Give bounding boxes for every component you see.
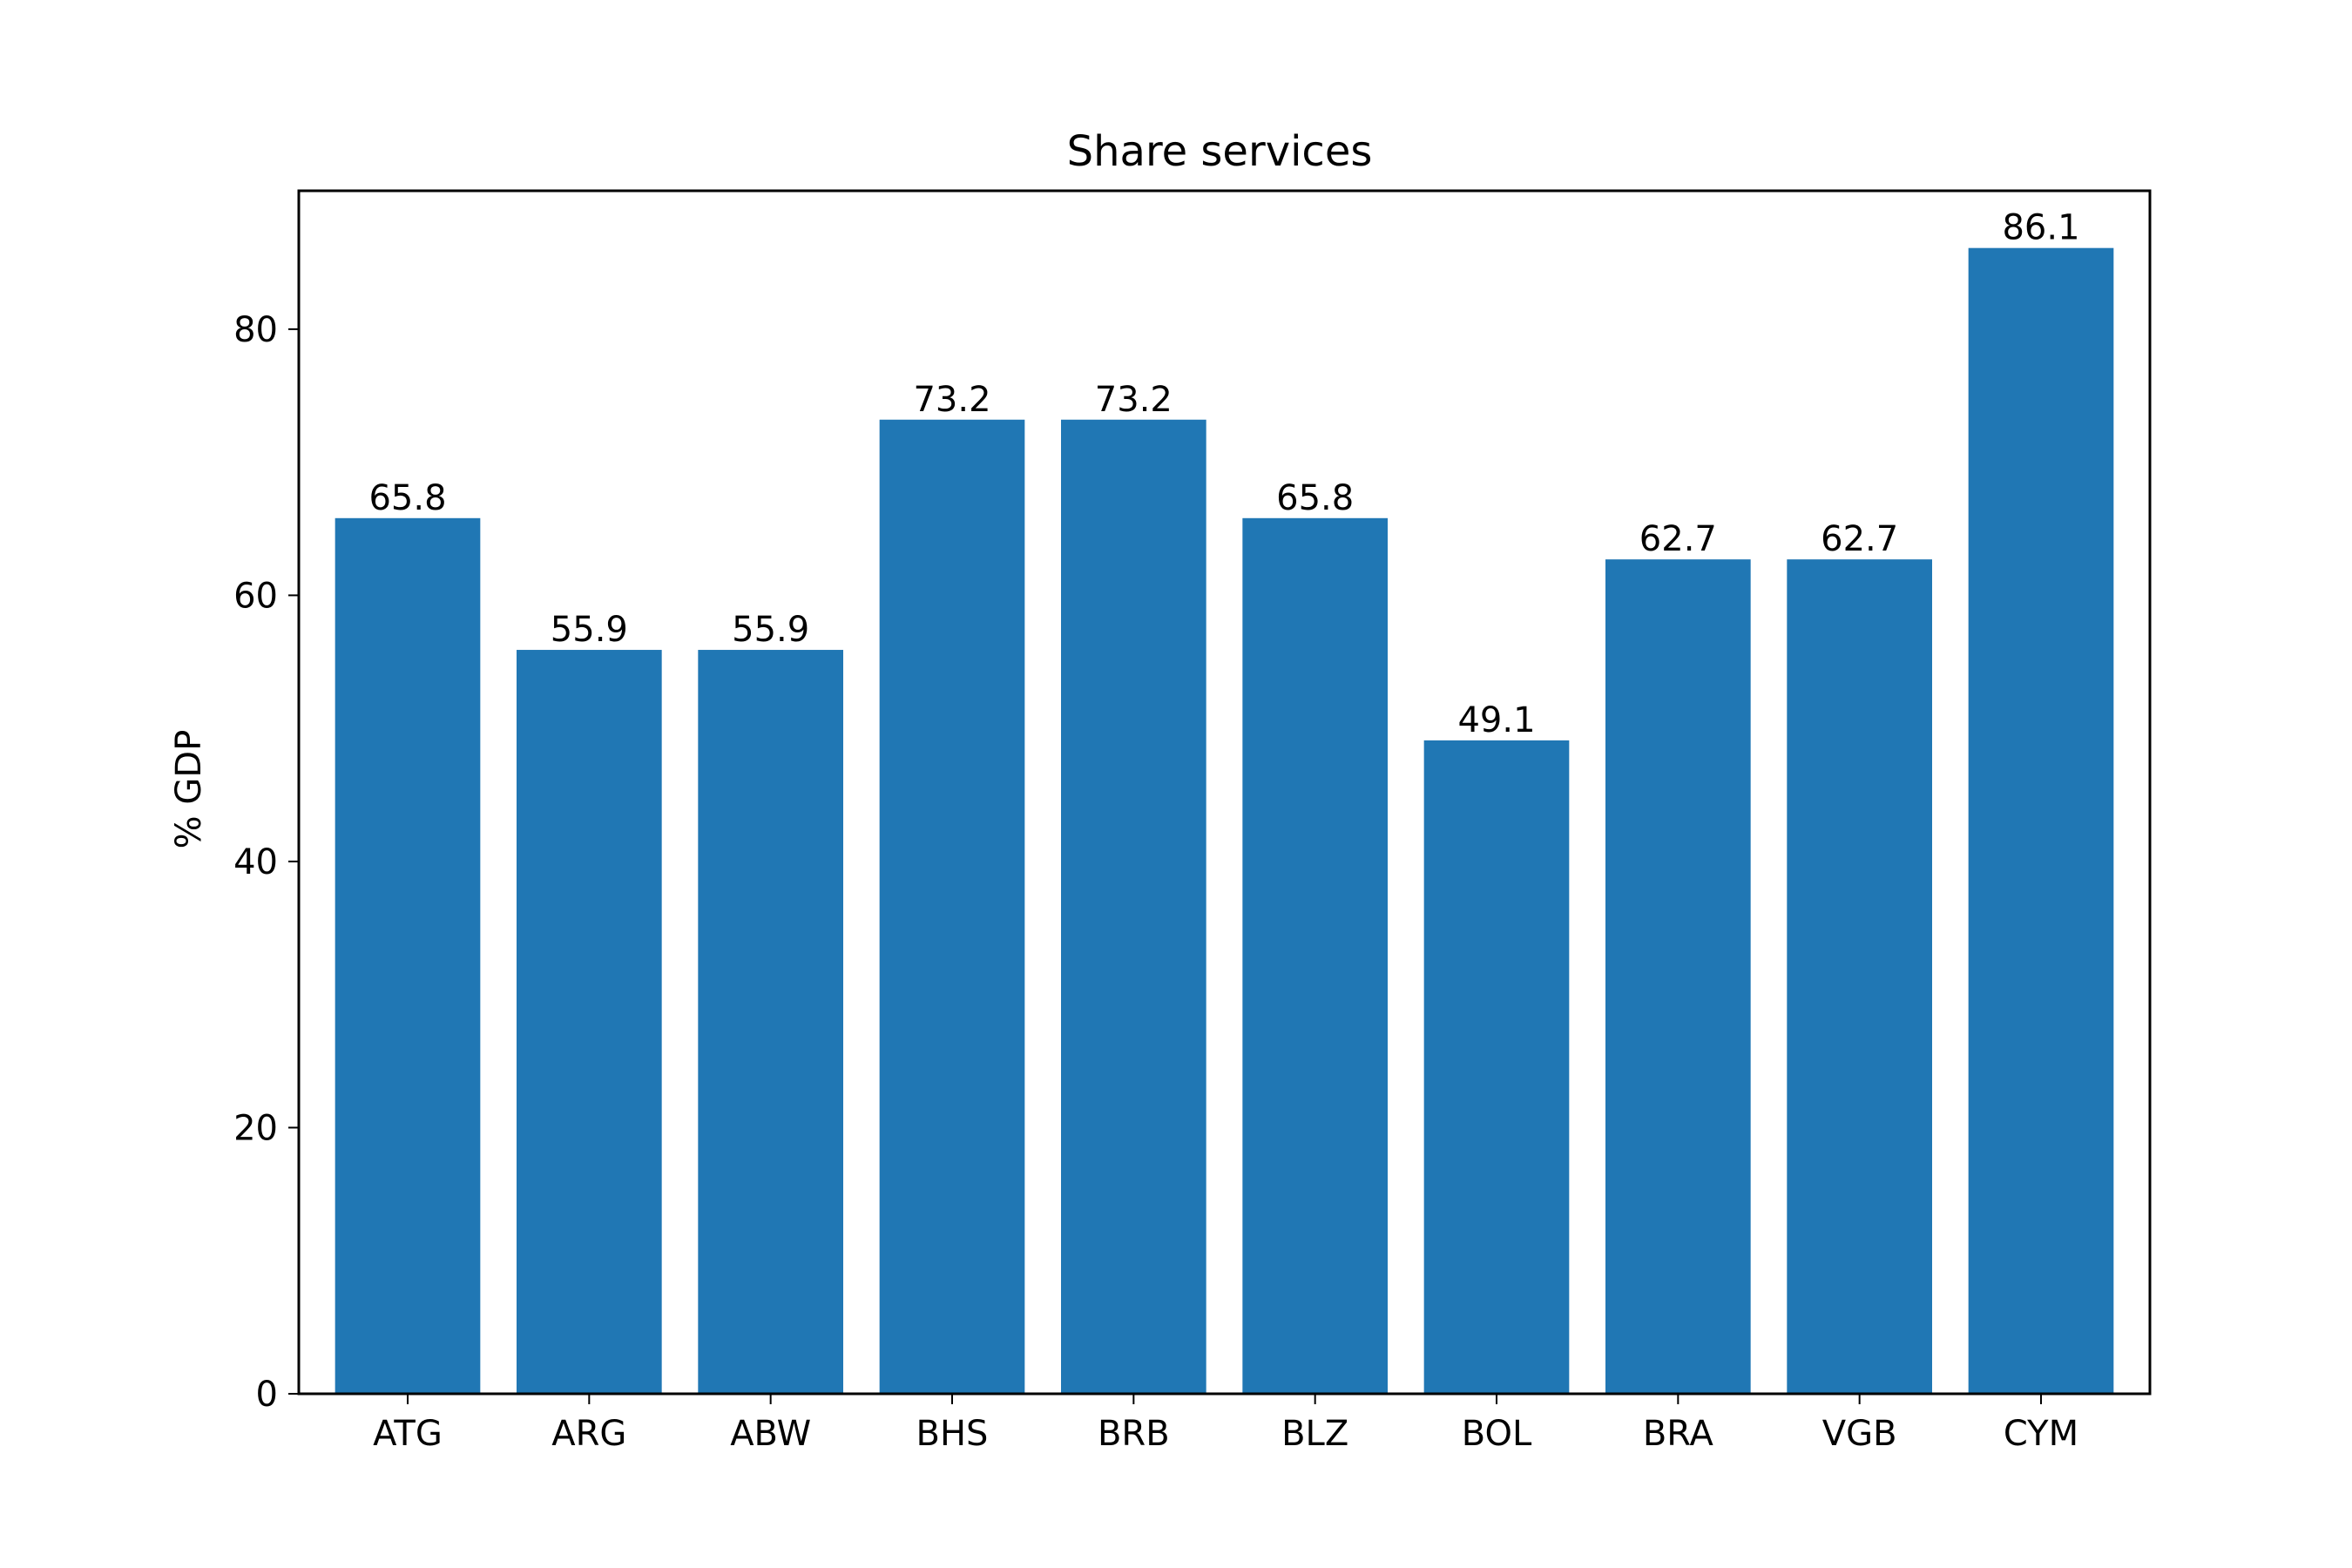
bar-labels-group: 65.8 55.9 55.9 73.2 73.2 65.8 49.1 62.7 62.7 86.1 (368, 208, 2079, 740)
bar-value-label-abw: 55.9 (732, 610, 809, 650)
bar-value-label-arg: 55.9 (551, 610, 628, 650)
x-tick-label-vgb: VGB (1822, 1414, 1897, 1454)
bars-group (335, 247, 2114, 1395)
bar-blz (1242, 517, 1388, 1394)
x-tick-label-brb: BRB (1098, 1414, 1170, 1454)
y-axis-ticks: 0 20 40 60 80 (233, 310, 299, 1415)
bar-value-label-bra: 62.7 (1639, 519, 1717, 559)
bar-bhs (879, 419, 1025, 1395)
x-tick-label-blz: BLZ (1281, 1414, 1348, 1454)
x-tick-label-atg: ATG (373, 1414, 443, 1454)
x-tick-label-bol: BOL (1462, 1414, 1532, 1454)
bar-arg (517, 650, 662, 1394)
y-tick-label-80: 80 (233, 310, 278, 350)
x-tick-label-arg: ARG (551, 1414, 626, 1454)
bar-value-label-cym: 86.1 (2002, 208, 2079, 248)
y-tick-label-20: 20 (233, 1108, 278, 1148)
bar-vgb (1787, 559, 1932, 1394)
bar-value-label-brb: 73.2 (1095, 380, 1173, 420)
bar-value-label-bhs: 73.2 (913, 380, 990, 420)
bar-cym (1968, 247, 2114, 1394)
bar-atg (335, 517, 481, 1394)
bar-bra (1605, 559, 1751, 1394)
x-tick-label-bhs: BHS (916, 1414, 989, 1454)
x-tick-label-cym: CYM (2004, 1414, 2078, 1454)
bar-bol (1423, 740, 1570, 1394)
plot-frame (297, 189, 2152, 1396)
y-tick-label-40: 40 (233, 842, 278, 882)
x-tick-label-bra: BRA (1643, 1414, 1714, 1454)
chart-title: Share services (1067, 127, 1373, 176)
bar-value-label-bol: 49.1 (1457, 700, 1535, 740)
x-axis-ticks: ATG ARG ABW BHS BRB BLZ BOL BRA VGB CYM (373, 1394, 2078, 1454)
y-tick-label-0: 0 (256, 1375, 278, 1415)
y-axis-label: % GDP (169, 730, 209, 849)
bar-brb (1061, 419, 1206, 1395)
bar-value-label-atg: 65.8 (368, 478, 446, 518)
bar-value-label-blz: 65.8 (1276, 478, 1354, 518)
y-tick-label-60: 60 (233, 576, 278, 616)
bar-value-label-vgb: 62.7 (1821, 519, 1898, 559)
x-tick-label-abw: ABW (730, 1414, 811, 1454)
bar-abw (698, 650, 843, 1394)
